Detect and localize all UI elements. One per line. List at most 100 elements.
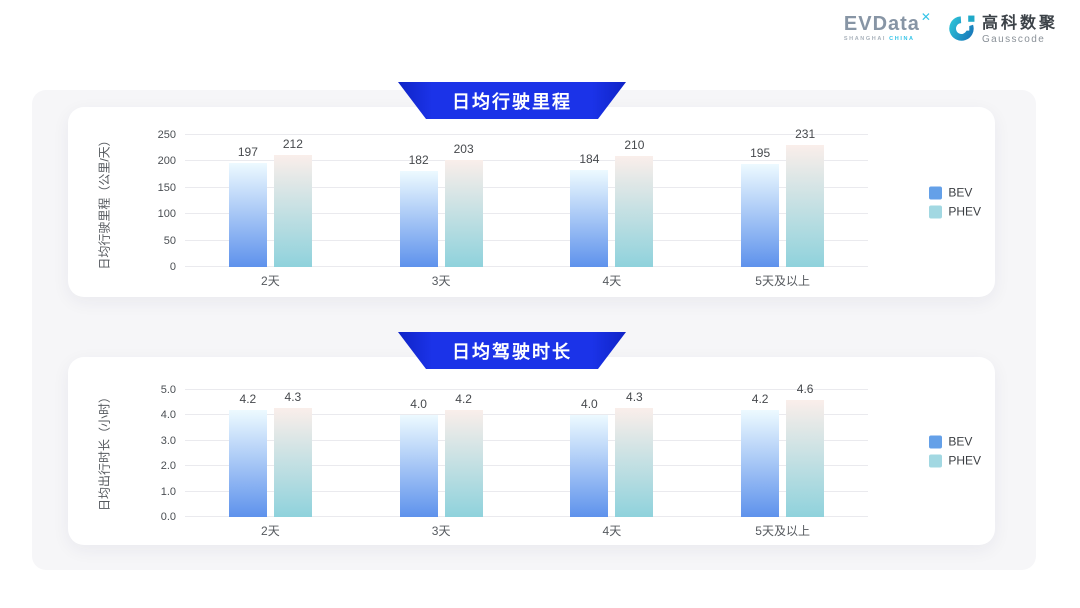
x-category-label: 4天 (602, 524, 622, 538)
bar-slot: 4.2 (444, 390, 483, 517)
bar-value-label: 4.3 (626, 389, 643, 404)
legend-label: PHEV (948, 453, 981, 468)
bar-value-label: 4.2 (455, 392, 472, 407)
bar-slot: 210 (615, 135, 654, 267)
bar-phev[interactable] (444, 159, 483, 267)
gausscode-cn-name: 高科数聚 (981, 15, 1058, 33)
gausscode-logo: 高科数聚 Gausscode (949, 14, 1058, 46)
gridline (185, 239, 868, 241)
bar-phev[interactable] (615, 156, 654, 267)
bar-bev[interactable] (741, 164, 780, 267)
bar-slot: 212 (273, 135, 312, 267)
legend: BEV PHEV (929, 186, 981, 219)
bar-bev[interactable] (399, 415, 438, 517)
evdata-logo-subtext: SHANGHAI CHINA (843, 36, 915, 42)
bar-bev[interactable] (228, 162, 267, 267)
bar-slot: 4.3 (273, 389, 312, 517)
gridline (185, 160, 868, 162)
y-tick-label: 3.0 (160, 434, 176, 447)
chart-title-duration: 日均驾驶时长 (452, 341, 572, 362)
bar-group: 4.0 4.3 (527, 390, 698, 517)
legend-item-phev[interactable]: PHEV (929, 205, 981, 219)
bar-value-label: 184 (579, 151, 600, 166)
bar-group: 4.2 4.3 (185, 390, 356, 517)
bar-value-label: 4.2 (751, 392, 769, 407)
legend-label: PHEV (948, 204, 981, 219)
bar-groups: 197 212 182 203 184 210 195 231 (185, 127, 868, 267)
gridline (185, 465, 868, 467)
bar-slot: 195 (741, 135, 780, 267)
bar-group: 4.0 4.2 (356, 390, 527, 517)
x-category-label: 5天及以上 (755, 524, 810, 538)
y-tick-label: 2.0 (160, 460, 176, 473)
bar-value-label: 210 (624, 138, 645, 153)
y-axis-ticks: 0 50 100 150 200 250 (126, 129, 176, 273)
legend-label: BEV (948, 185, 973, 200)
bar-bev[interactable] (399, 170, 438, 267)
bar-value-label: 212 (282, 137, 303, 152)
gridline (185, 213, 868, 215)
x-category-label: 3天 (431, 524, 451, 538)
bar-slot: 203 (444, 135, 483, 267)
x-category-label: 3天 (431, 274, 451, 288)
legend-item-phev[interactable]: PHEV (929, 454, 981, 468)
legend-item-bev[interactable]: BEV (929, 186, 981, 200)
x-category-label: 2天 (261, 524, 280, 538)
legend-label: BEV (948, 434, 973, 449)
bar-phev[interactable] (273, 155, 312, 267)
bar-group: 4.2 4.6 (697, 382, 868, 517)
chart-title-mileage: 日均行驶里程 (452, 91, 572, 112)
y-tick-label: 0 (169, 261, 176, 273)
legend-swatch-phev (929, 454, 943, 467)
gridline (185, 186, 868, 188)
y-tick-label: 150 (157, 181, 176, 194)
bar-slot: 4.0 (570, 390, 609, 517)
plot-area: 4.2 4.3 4.0 4.2 4.0 4.3 4.2 4.6 (185, 382, 868, 517)
bar-value-label: 4.0 (410, 397, 427, 412)
bar-value-label: 4.3 (284, 389, 302, 404)
bar-bev[interactable] (570, 415, 609, 517)
bar-phev[interactable] (786, 145, 825, 267)
gridline (185, 414, 868, 416)
y-tick-label: 100 (157, 208, 176, 221)
gridline (185, 516, 868, 517)
bar-bev[interactable] (228, 410, 267, 517)
evdata-logo-text: EVData (843, 13, 920, 35)
mileage-bar-chart: 日均行驶里程（公里/天） 0 50 100 150 200 250 197 212 182 20… (68, 107, 995, 297)
gausscode-g-icon (949, 14, 976, 46)
bar-slot: 231 (786, 127, 825, 267)
bar-phev[interactable] (273, 407, 312, 517)
bar-groups: 4.2 4.3 4.0 4.2 4.0 4.3 4.2 4.6 (185, 382, 868, 517)
y-tick-label: 50 (163, 234, 176, 247)
gridline (185, 439, 868, 441)
bar-value-label: 4.6 (796, 382, 814, 397)
y-tick-label: 5.0 (160, 384, 176, 396)
y-tick-label: 250 (157, 129, 176, 141)
bar-value-label: 197 (237, 144, 258, 159)
bar-slot: 197 (228, 135, 267, 267)
evdata-x-icon: ✕ (920, 10, 931, 24)
x-category-label: 2天 (261, 274, 280, 288)
gridline (185, 134, 868, 135)
gausscode-en-name: Gausscode (981, 33, 1046, 45)
bar-phev[interactable] (615, 407, 654, 517)
legend-item-bev[interactable]: BEV (929, 435, 981, 449)
evdata-logo: EVData ✕ SHANGHAI CHINA (843, 10, 931, 43)
bar-group: 197 212 (185, 135, 356, 267)
bar-group: 184 210 (527, 135, 698, 267)
bar-phev[interactable] (786, 400, 825, 517)
bar-bev[interactable] (741, 410, 780, 517)
gridline (185, 389, 868, 390)
brand-bar: EVData ✕ SHANGHAI CHINA 高科数聚 (843, 10, 1058, 46)
bar-bev[interactable] (570, 169, 609, 267)
y-tick-label: 200 (157, 155, 176, 168)
bar-slot: 4.0 (399, 390, 438, 517)
legend-swatch-bev (929, 435, 943, 448)
y-tick-label: 4.0 (160, 409, 176, 422)
chart-title-banner-duration: 日均驾驶时长 (398, 332, 626, 369)
y-axis-title: 日均出行时长（小时） (97, 390, 112, 512)
y-axis-title: 日均行驶里程（公里/天） (97, 134, 112, 270)
bar-phev[interactable] (444, 410, 483, 517)
bar-group: 195 231 (697, 127, 868, 267)
bar-slot: 4.6 (786, 382, 825, 517)
